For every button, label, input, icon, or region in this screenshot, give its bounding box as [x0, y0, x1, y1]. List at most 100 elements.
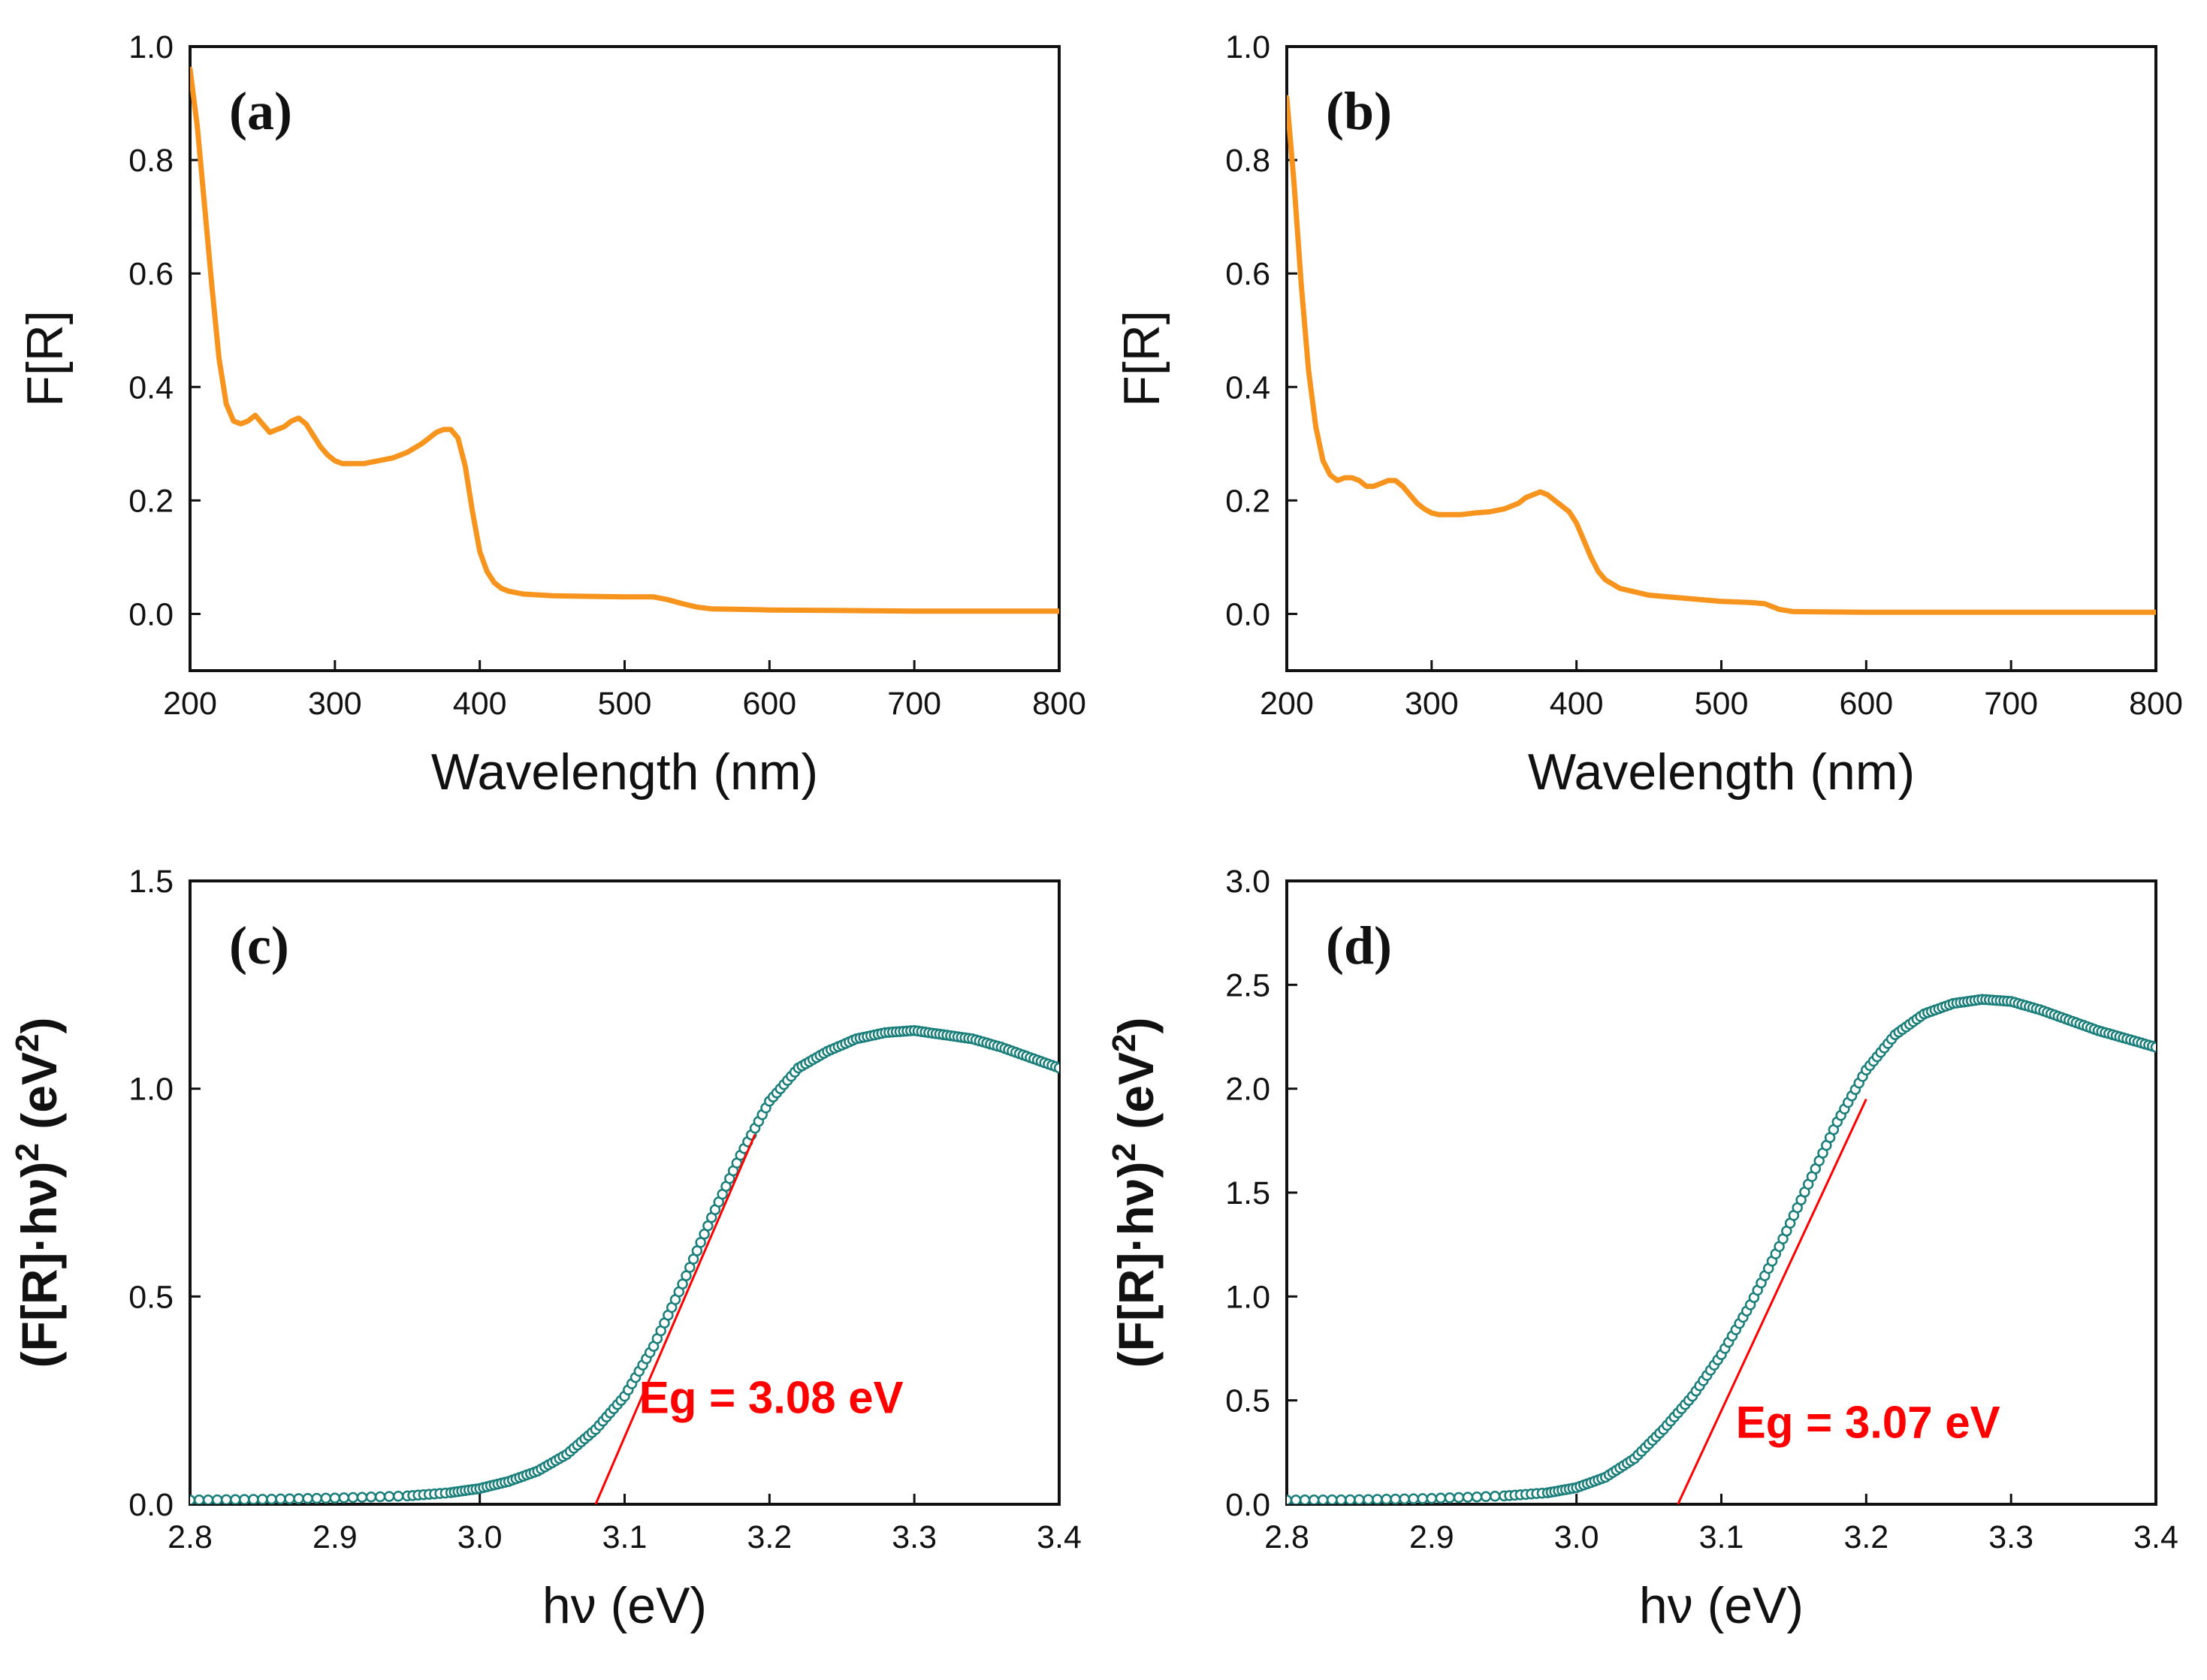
data-point [1327, 1494, 1338, 1504]
plot-frame [189, 879, 1061, 1506]
x-tick-label: 3.4 [2133, 1519, 2178, 1555]
chart-panel-a: 200 300 400 500 600 700 800 0.0 0.2 0.4 0.6 0.8 1.0 W… [17, 29, 1086, 801]
x-tick-label: 3.2 [747, 1519, 792, 1555]
x-tick-label: 3.0 [457, 1519, 503, 1555]
x-tick-label: 500 [598, 686, 652, 722]
chart-panel-b: 200 300 400 500 600 700 800 0.0 0.2 0.4 0.6 0.8 1.0 W… [1113, 29, 2183, 801]
x-tick-label: 3.3 [892, 1519, 937, 1555]
y-tick-label: 3.0 [1225, 864, 1270, 900]
data-layer [190, 1024, 1059, 1504]
data-point [1053, 1062, 1059, 1074]
y-axis-title: F[R] [1113, 310, 1170, 406]
data-point [1336, 1494, 1347, 1504]
x-tick-label: 2.8 [1264, 1519, 1309, 1555]
x-tick-label: 800 [2129, 686, 2183, 722]
data-point [1480, 1491, 1492, 1503]
data-point [1417, 1493, 1429, 1504]
data-point [374, 1491, 386, 1503]
x-axis-title: Wavelength (nm) [1528, 743, 1915, 801]
x-tick-label: 2.9 [1409, 1519, 1454, 1555]
data-point [202, 1494, 214, 1504]
data-point [1290, 1495, 1302, 1504]
data-point [2150, 1042, 2156, 1053]
data-point [190, 1495, 196, 1504]
series-line [1287, 997, 2156, 1502]
data-point [1444, 1492, 1456, 1504]
data-point [320, 1492, 332, 1504]
data-point [257, 1494, 268, 1504]
x-tick-label: 600 [1839, 686, 1893, 722]
tauc-fit-line [1677, 1098, 1867, 1504]
y-axis-title: (F[R]·hν)2 (eV2) [9, 1018, 68, 1368]
data-point [284, 1493, 295, 1504]
x-tick-label: 300 [1405, 686, 1459, 722]
x-tick-label: 2.8 [168, 1519, 213, 1555]
band-gap-annotation: Eg = 3.08 eV [639, 1372, 904, 1422]
series-line [190, 1028, 1059, 1502]
y-tick-label: 0.0 [1225, 596, 1270, 632]
data-point [1408, 1493, 1419, 1504]
data-layer [190, 66, 1059, 614]
panel-label-d: (d) [1326, 915, 1392, 976]
x-axis-title: hν (eV) [1639, 1577, 1804, 1634]
y-tick-label: 0.4 [128, 369, 174, 406]
data-point [193, 1495, 205, 1504]
y-tick-label: 1.0 [1225, 1279, 1270, 1315]
y-axis-title: F[R] [17, 310, 74, 406]
x-tick-label: 800 [1032, 686, 1086, 722]
tauc-fit-line [594, 1133, 756, 1504]
data-point [365, 1491, 377, 1503]
data-point [311, 1492, 322, 1504]
x-axis-title: hν (eV) [542, 1577, 707, 1634]
data-point [1363, 1494, 1374, 1504]
y-tick-label: 1.5 [128, 864, 174, 900]
y-tick-label: 0.8 [1225, 143, 1270, 179]
data-point [392, 1491, 404, 1502]
data-point [1381, 1494, 1392, 1504]
y-tick-label: 0.4 [1225, 369, 1270, 406]
data-point [248, 1494, 259, 1504]
series-line [1287, 95, 2156, 615]
x-tick-label: 200 [163, 686, 217, 722]
data-point [329, 1492, 341, 1504]
chart-panel-d: 2.8 2.9 3.0 3.1 3.2 3.3 3.4 0.0 0.5 1.0 1.5 2.0 2.5 3… [1106, 864, 2178, 1634]
data-point [293, 1493, 304, 1504]
y-tick-label: 0.0 [128, 596, 174, 632]
y-tick-label: 0.2 [128, 483, 174, 519]
plot-frame [189, 45, 1061, 672]
data-point [220, 1494, 232, 1504]
y-tick-label: 2.5 [1225, 967, 1270, 1003]
y-axis-title: (F[R]·hν)2 (eV2) [1106, 1018, 1164, 1368]
data-point [356, 1491, 368, 1503]
x-tick-label: 300 [308, 686, 362, 722]
data-point [1308, 1495, 1320, 1504]
data-point [211, 1494, 223, 1504]
data-point [266, 1493, 277, 1504]
y-tick-label: 1.5 [1225, 1175, 1270, 1211]
y-tick-label: 0.6 [128, 256, 174, 292]
x-tick-label: 500 [1695, 686, 1749, 722]
x-tick-label: 3.0 [1554, 1519, 1599, 1555]
x-tick-label: 700 [887, 686, 941, 722]
data-point [302, 1493, 313, 1504]
data-layer [1287, 95, 2156, 615]
data-layer [1287, 994, 2156, 1504]
y-tick-label: 0.5 [128, 1279, 174, 1315]
band-gap-annotation: Eg = 3.07 eV [1736, 1397, 2000, 1447]
data-point [1299, 1495, 1311, 1504]
data-point [1317, 1494, 1329, 1504]
y-tick-label: 2.0 [1225, 1072, 1270, 1108]
y-tick-label: 0.5 [1225, 1383, 1270, 1419]
x-tick-label: 400 [1550, 686, 1604, 722]
data-point [1354, 1494, 1365, 1504]
data-point [1453, 1491, 1465, 1504]
panel-label-a: (a) [229, 81, 292, 141]
data-point [1462, 1491, 1474, 1503]
x-tick-label: 200 [1260, 686, 1314, 722]
data-point [1399, 1493, 1410, 1504]
chart-panel-c: 2.8 2.9 3.0 3.1 3.2 3.3 3.4 0.0 0.5 1.0 1.5 hν (eV)… [9, 864, 1082, 1634]
x-tick-label: 3.3 [1988, 1519, 2033, 1555]
data-point [1471, 1491, 1483, 1503]
y-tick-label: 0.6 [1225, 256, 1270, 292]
